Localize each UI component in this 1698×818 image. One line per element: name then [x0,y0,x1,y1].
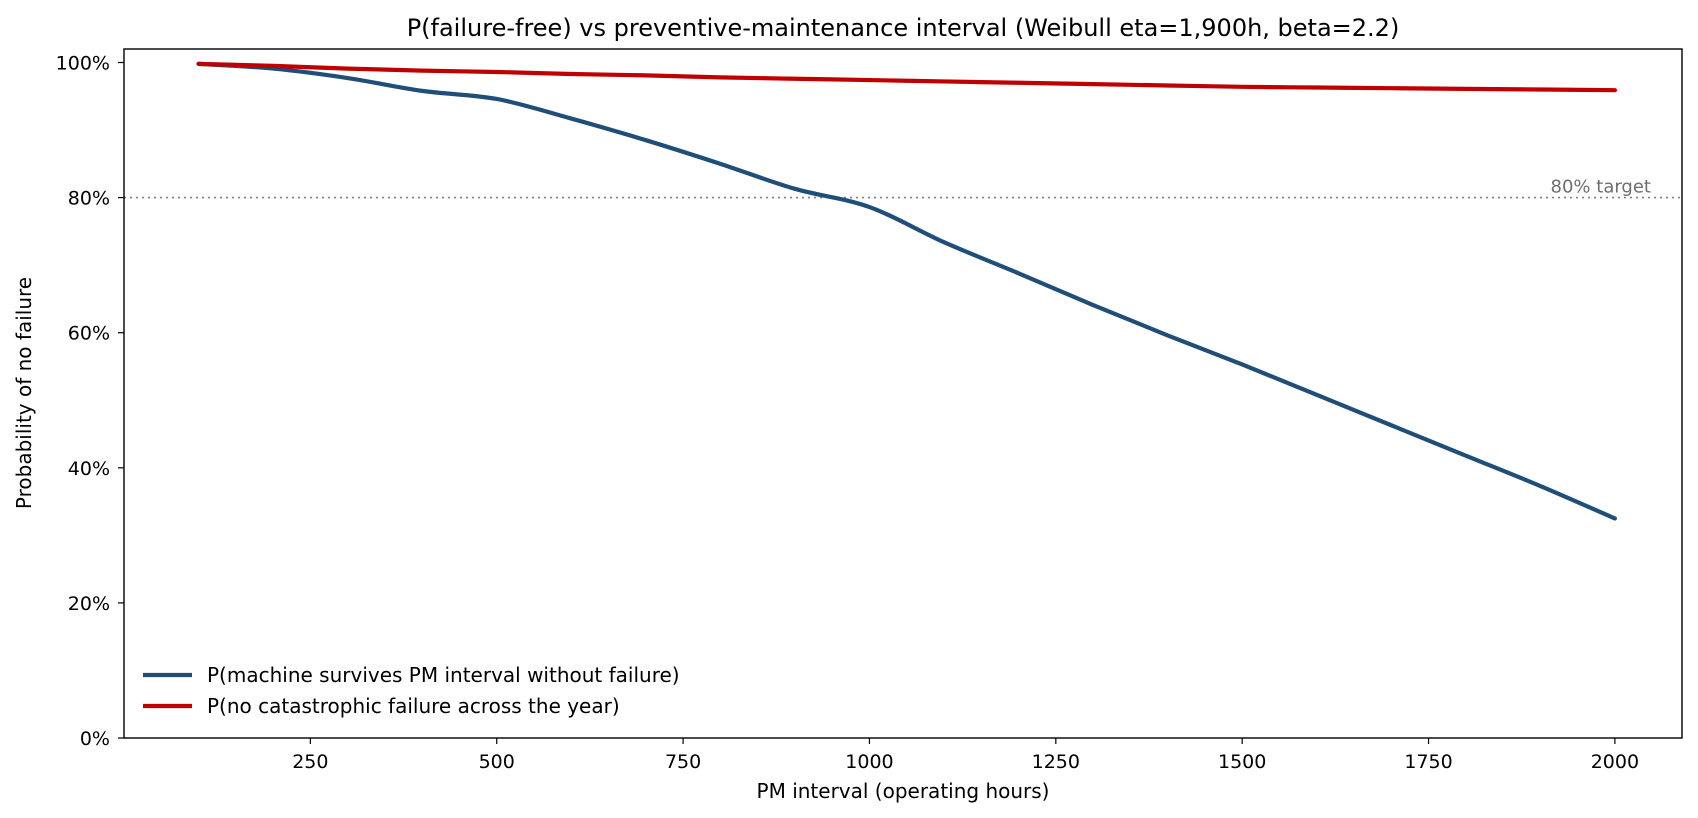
y-tick-label: 100% [56,53,110,75]
plot-frame [123,48,1683,739]
x-axis-title: PM interval (operating hours) [757,779,1050,803]
legend: P(machine survives PM interval without f… [143,663,680,718]
series-line-2 [196,61,1618,93]
x-tick-label: 250 [292,751,328,773]
legend-label-2: P(no catastrophic failure across the yea… [207,694,620,718]
y-tick-label: 0% [80,728,110,750]
target-reference-label: 80% target [1551,177,1651,198]
y-tick-label: 60% [68,323,110,345]
chart-title: P(failure-free) vs preventive-maintenanc… [407,14,1400,42]
y-tick-label: 20% [68,593,110,615]
x-tick-label: 1000 [845,751,893,773]
legend-label-1: P(machine survives PM interval without f… [207,663,680,687]
y-tick-label: 80% [68,188,110,210]
y-axis-title: Probability of no failure [12,277,36,509]
x-tick-label: 1750 [1404,751,1452,773]
x-tick-label: 750 [665,751,701,773]
series-line-1 [196,61,1618,521]
x-tick-label: 2000 [1591,751,1639,773]
x-tick-label: 1250 [1032,751,1080,773]
x-tick-label: 500 [479,751,515,773]
x-tick-label: 1500 [1218,751,1266,773]
plot-area: 80% target 250 500 750 1000 1250 1500 1750 2000 0… [56,48,1683,773]
y-tick-label: 40% [68,458,110,480]
